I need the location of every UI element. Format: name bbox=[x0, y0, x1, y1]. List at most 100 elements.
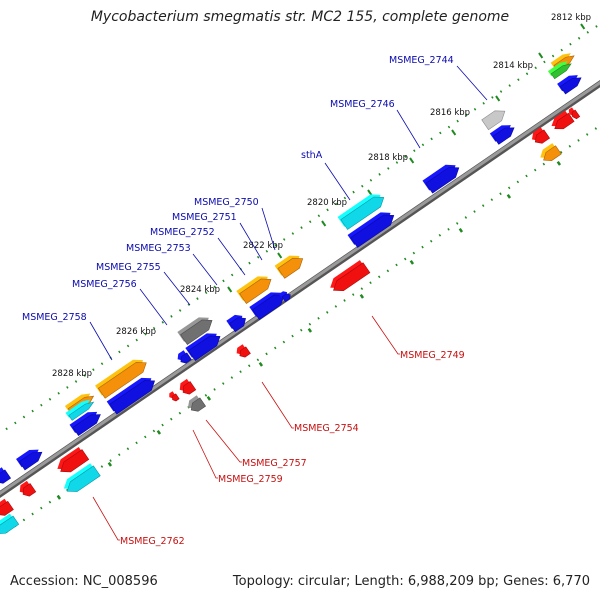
gene-feature bbox=[187, 395, 207, 412]
tick-label: 2814 kbp bbox=[493, 61, 533, 71]
backbone bbox=[0, 80, 600, 498]
gene-label-forward[interactable]: MSMEG_2755 bbox=[96, 262, 161, 273]
gene-label-forward[interactable]: MSMEG_2746 bbox=[330, 99, 395, 110]
label-connector bbox=[139, 288, 168, 326]
tick-mark bbox=[321, 220, 327, 227]
tick-label: 2818 kbp bbox=[368, 153, 408, 163]
tick-mark bbox=[556, 160, 562, 166]
gene-feature bbox=[95, 359, 147, 399]
gene-label-reverse[interactable]: MSMEG_2762 bbox=[120, 536, 185, 547]
gene-label-forward[interactable]: MSMEG_2750 bbox=[194, 197, 259, 208]
label-connector bbox=[205, 419, 242, 463]
label-connector bbox=[456, 65, 488, 101]
label-connector bbox=[89, 321, 113, 361]
gene-label-reverse[interactable]: MSMEG_2749 bbox=[400, 350, 465, 361]
tick-label: 2820 kbp bbox=[307, 198, 347, 208]
tick-label: 2816 kbp bbox=[430, 108, 470, 118]
gene-feature bbox=[0, 467, 12, 484]
gene-label-forward[interactable]: MSMEG_2744 bbox=[389, 55, 454, 66]
tick-label: 2828 kbp bbox=[52, 369, 92, 379]
tick-mark bbox=[156, 429, 162, 435]
gene-feature bbox=[0, 498, 14, 516]
gene-feature bbox=[106, 377, 156, 415]
label-connector bbox=[324, 162, 351, 201]
gene-feature bbox=[551, 110, 575, 130]
tick-mark bbox=[538, 52, 544, 59]
tick-label: 2826 kbp bbox=[116, 327, 156, 337]
tick-mark bbox=[580, 23, 586, 30]
tick-mark bbox=[206, 395, 212, 401]
gene-feature bbox=[568, 107, 581, 120]
gene-features bbox=[0, 53, 582, 535]
gene-feature bbox=[0, 513, 20, 535]
tick-mark bbox=[359, 293, 365, 299]
gene-feature bbox=[489, 125, 515, 145]
gene-feature bbox=[540, 143, 562, 161]
label-connector bbox=[261, 207, 276, 251]
gene-feature bbox=[19, 480, 37, 497]
label-connector bbox=[192, 429, 218, 479]
lower-dot-ring bbox=[0, 124, 600, 538]
tick-label: 2824 kbp bbox=[180, 285, 220, 295]
tick-mark bbox=[258, 361, 264, 367]
label-connector bbox=[396, 109, 421, 149]
gene-feature bbox=[226, 314, 246, 333]
gene-feature bbox=[236, 276, 272, 304]
gene-feature bbox=[69, 411, 101, 437]
gene-feature bbox=[65, 399, 95, 421]
gene-label-forward[interactable]: MSMEG_2751 bbox=[172, 212, 237, 223]
gene-feature bbox=[236, 344, 251, 358]
gene-feature bbox=[337, 194, 385, 230]
gene-feature bbox=[177, 350, 192, 364]
gene-label-reverse[interactable]: MSMEG_2757 bbox=[242, 458, 307, 469]
gene-feature bbox=[249, 292, 285, 320]
gene-feature bbox=[169, 391, 180, 402]
gene-feature bbox=[531, 127, 551, 144]
tick-mark bbox=[277, 252, 283, 259]
label-connector bbox=[192, 253, 218, 286]
label-connector bbox=[163, 271, 191, 306]
gene-feature bbox=[274, 255, 304, 279]
gene-feature bbox=[557, 75, 582, 95]
label-connector bbox=[239, 222, 263, 261]
label-connectors bbox=[89, 65, 488, 541]
tick-mark bbox=[409, 157, 415, 164]
tick-mark bbox=[451, 129, 457, 136]
gene-labels: MSMEG_2744 MSMEG_2746 sthA MSMEG_2750 MSMEG_… bbox=[22, 55, 465, 547]
gene-feature bbox=[422, 164, 460, 194]
label-connector bbox=[261, 381, 294, 429]
gene-feature bbox=[16, 449, 43, 471]
tick-mark bbox=[506, 193, 512, 199]
gene-label-forward[interactable]: sthA bbox=[301, 150, 323, 161]
label-connector bbox=[217, 237, 246, 276]
gene-feature bbox=[347, 212, 395, 248]
tick-mark bbox=[107, 461, 113, 467]
tick-mark bbox=[458, 227, 464, 233]
topology-text: Topology: circular; Length: 6,988,209 bp… bbox=[232, 574, 590, 589]
tick-label: 2822 kbp bbox=[243, 241, 283, 251]
label-connector bbox=[92, 496, 120, 541]
gene-label-forward[interactable]: MSMEG_2758 bbox=[22, 312, 87, 323]
gene-feature bbox=[57, 446, 90, 473]
map-title: Mycobacterium smegmatis str. MC2 155, co… bbox=[90, 9, 510, 25]
gene-feature bbox=[478, 108, 506, 131]
tick-label: 2812 kbp bbox=[551, 13, 591, 23]
gene-feature bbox=[330, 260, 371, 292]
gene-label-forward[interactable]: MSMEG_2752 bbox=[150, 227, 215, 238]
label-connector bbox=[371, 315, 400, 355]
gene-label-forward[interactable]: MSMEG_2753 bbox=[126, 243, 191, 254]
upper-dot-ring bbox=[0, 23, 600, 435]
tick-mark bbox=[307, 327, 313, 333]
tick-mark bbox=[367, 189, 373, 196]
gene-feature bbox=[547, 61, 572, 80]
gene-label-reverse[interactable]: MSMEG_2759 bbox=[218, 474, 283, 485]
gene-feature bbox=[278, 291, 291, 303]
tick-mark bbox=[495, 95, 501, 102]
gene-feature bbox=[179, 378, 197, 395]
gene-label-reverse[interactable]: MSMEG_2754 bbox=[294, 423, 359, 434]
gene-feature bbox=[185, 333, 221, 361]
gene-feature bbox=[63, 463, 101, 492]
gene-label-forward[interactable]: MSMEG_2756 bbox=[72, 279, 137, 290]
